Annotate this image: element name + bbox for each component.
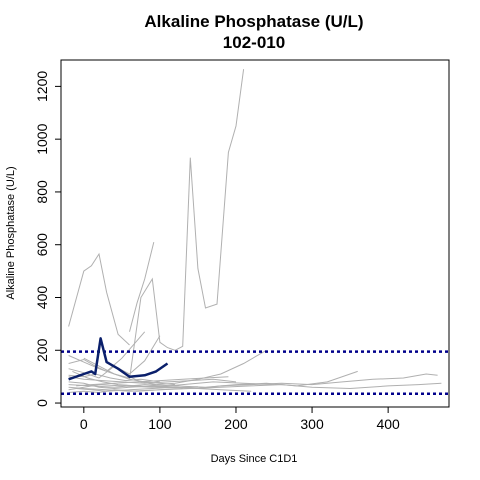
background-series-line-11 bbox=[76, 386, 252, 392]
y-tick-label-200: 200 bbox=[34, 338, 50, 362]
x-tick-label-200: 200 bbox=[224, 416, 248, 432]
y-axis: 0 200 400 600 800 1000 1200 bbox=[34, 71, 62, 407]
background-series-line-9 bbox=[68, 370, 358, 388]
background-series-line-13 bbox=[72, 370, 198, 389]
y-tick-label-1200: 1200 bbox=[34, 71, 50, 102]
background-series-line-1 bbox=[68, 252, 130, 346]
y-axis-label: Alkaline Phosphatase (U/L) bbox=[5, 166, 17, 299]
background-series-line-4 bbox=[129, 349, 267, 386]
highlight-series-line bbox=[68, 337, 169, 381]
reference-lines-group bbox=[61, 350, 449, 396]
y-tick-label-800: 800 bbox=[34, 180, 50, 204]
x-tick-label-300: 300 bbox=[300, 416, 324, 432]
y-tick-label-400: 400 bbox=[34, 286, 50, 310]
x-axis: 0 100 200 300 400 bbox=[80, 406, 400, 432]
chart-subtitle: 102-010 bbox=[223, 33, 285, 52]
y-tick-label-1000: 1000 bbox=[34, 123, 50, 154]
background-series-line-15 bbox=[76, 376, 229, 387]
background-series-line-10 bbox=[68, 376, 237, 384]
background-series-line-18 bbox=[68, 355, 130, 379]
x-axis-label: Days Since C1D1 bbox=[211, 453, 298, 465]
background-series-line-3 bbox=[129, 241, 155, 332]
x-tick-label-100: 100 bbox=[148, 416, 172, 432]
y-tick-label-0: 0 bbox=[34, 399, 50, 407]
chart-title: Alkaline Phosphatase (U/L) bbox=[144, 12, 363, 31]
background-series-line-2 bbox=[129, 69, 245, 380]
background-series-line-17 bbox=[68, 381, 275, 391]
background-series-line-5 bbox=[68, 331, 146, 372]
background-series-line-14 bbox=[68, 373, 160, 383]
highlight-series-group bbox=[68, 337, 169, 381]
background-series-line-12 bbox=[68, 388, 183, 394]
x-tick-label-0: 0 bbox=[80, 416, 88, 432]
background-series-line-16 bbox=[83, 357, 176, 386]
x-tick-label-400: 400 bbox=[376, 416, 400, 432]
background-series-group bbox=[68, 69, 442, 394]
y-tick-label-600: 600 bbox=[34, 233, 50, 257]
plot-frame bbox=[60, 59, 450, 408]
background-series-line-6 bbox=[68, 335, 161, 379]
